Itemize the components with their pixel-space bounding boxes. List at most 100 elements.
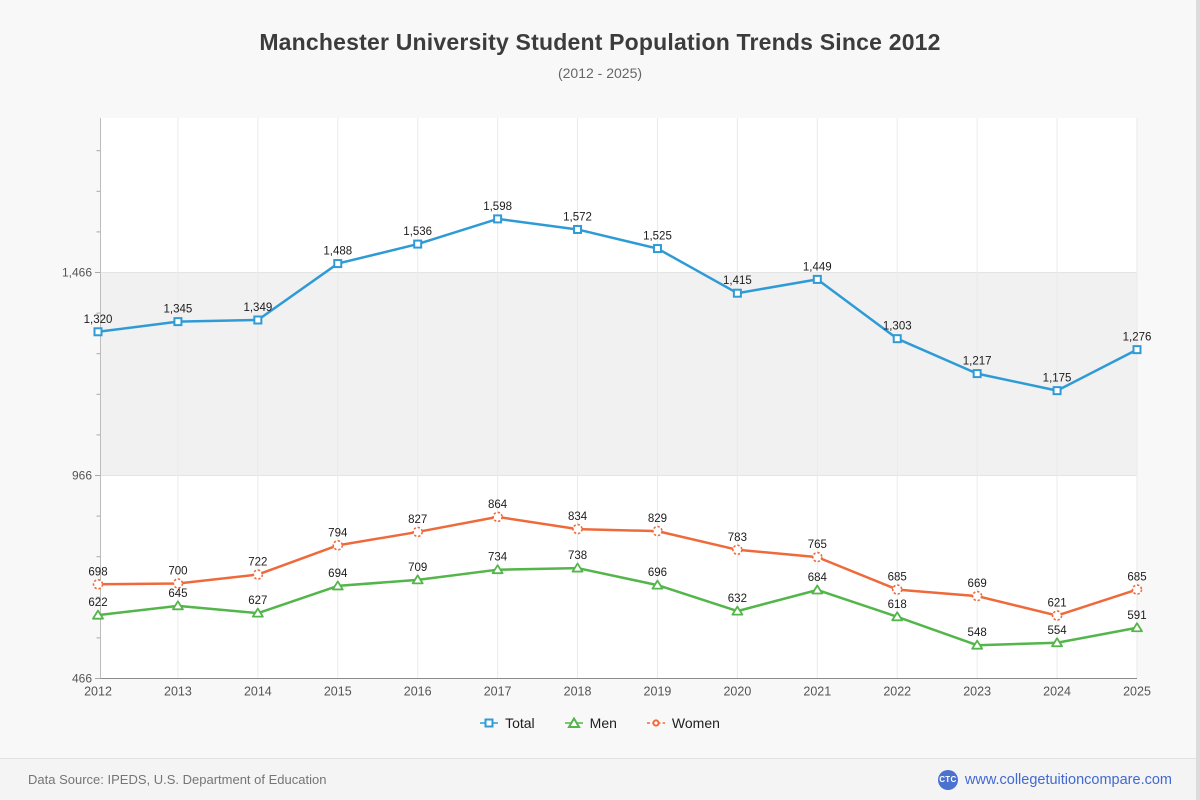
point-men-2019[interactable] [651, 579, 664, 590]
point-men-2022[interactable] [891, 611, 904, 622]
point-men-2020[interactable] [731, 605, 744, 616]
point-total-2020[interactable] [732, 288, 742, 298]
data-label: 632 [728, 593, 747, 605]
data-label: 1,345 [164, 304, 193, 316]
legend-item-men[interactable]: Men [564, 715, 617, 731]
population-trends-line-chart: 466 966 1,466 2012 2013 2014 2015 2016 2017 2018 2… [62, 118, 1152, 699]
point-women-2021[interactable] [812, 551, 823, 563]
point-total-2017[interactable] [493, 214, 503, 224]
point-total-2013[interactable] [173, 317, 183, 327]
x-tick-label: 2023 [963, 685, 991, 699]
data-label: 698 [88, 566, 107, 578]
x-tick-label: 2014 [244, 685, 272, 699]
y-tick-label: 466 [72, 672, 92, 686]
x-tick-label: 2024 [1043, 685, 1071, 699]
data-label: 1,598 [483, 201, 512, 213]
point-women-2023[interactable] [971, 590, 983, 602]
point-women-2016[interactable] [412, 526, 423, 538]
data-label: 694 [328, 568, 348, 580]
point-total-2014[interactable] [253, 315, 263, 325]
point-men-2018[interactable] [571, 562, 584, 573]
data-label: 1,217 [963, 356, 992, 368]
data-source-text: Data Source: IPEDS, U.S. Department of E… [28, 772, 327, 787]
point-women-2013[interactable] [172, 578, 184, 589]
legend-label: Total [505, 715, 535, 731]
x-tick-label: 2012 [84, 685, 112, 699]
legend-item-total[interactable]: Total [480, 715, 535, 731]
point-men-2012[interactable] [92, 609, 104, 620]
data-label: 734 [488, 552, 508, 564]
footer: Data Source: IPEDS, U.S. Department of E… [0, 758, 1200, 800]
point-women-2022[interactable] [891, 584, 903, 595]
point-men-2015[interactable] [331, 580, 344, 591]
data-label: 783 [728, 532, 747, 544]
point-total-2016[interactable] [413, 239, 423, 249]
scrollbar[interactable] [1196, 0, 1200, 800]
point-total-2025[interactable] [1132, 345, 1142, 355]
point-men-2016[interactable] [411, 574, 424, 585]
data-label: 1,276 [1123, 332, 1152, 344]
x-tick-label: 2018 [564, 685, 592, 699]
website-link[interactable]: www.collegetuitioncompare.com [964, 771, 1172, 788]
point-total-2018[interactable] [573, 224, 583, 234]
point-women-2024[interactable] [1051, 610, 1063, 621]
point-men-2013[interactable] [172, 600, 184, 611]
data-label: 1,320 [84, 314, 113, 326]
chart-title: Manchester University Student Population… [259, 29, 941, 55]
point-women-2018[interactable] [572, 523, 583, 535]
point-men-2014[interactable] [251, 607, 264, 618]
data-label: 618 [888, 599, 907, 611]
point-women-2017[interactable] [492, 511, 503, 523]
point-total-2019[interactable] [652, 244, 662, 254]
series-line-women [96, 515, 1139, 617]
data-label: 554 [1047, 625, 1067, 637]
point-total-2012[interactable] [93, 327, 103, 337]
point-total-2022[interactable] [892, 334, 902, 344]
data-label: 700 [168, 565, 187, 577]
data-label: 834 [568, 511, 588, 523]
point-men-2017[interactable] [491, 564, 504, 575]
data-label: 1,536 [403, 226, 432, 238]
data-label: 1,349 [243, 302, 272, 314]
x-tick-label: 2017 [484, 685, 512, 699]
data-label: 627 [248, 595, 267, 607]
square-marker-icon [480, 718, 499, 728]
point-women-2014[interactable] [252, 569, 264, 580]
legend-label: Men [589, 715, 617, 731]
data-label: 685 [888, 572, 907, 584]
data-label: 622 [88, 597, 107, 609]
shaded-band [100, 272, 1137, 476]
series-line-men [96, 566, 1139, 647]
data-label: 827 [408, 514, 427, 526]
point-women-2020[interactable] [732, 544, 743, 556]
data-label: 684 [808, 572, 828, 584]
data-label: 738 [568, 550, 587, 562]
point-total-2023[interactable] [972, 369, 982, 379]
brand-link[interactable]: CTC www.collegetuitioncompare.com [937, 769, 1172, 790]
data-label: 765 [808, 539, 827, 551]
data-label: 1,525 [643, 231, 672, 243]
point-women-2019[interactable] [652, 525, 663, 537]
point-women-2012[interactable] [92, 579, 104, 590]
data-label: 794 [328, 527, 348, 539]
data-label: 709 [408, 562, 427, 574]
point-total-2024[interactable] [1052, 386, 1062, 396]
x-tick-label: 2020 [723, 685, 751, 699]
point-total-2021[interactable] [812, 274, 822, 284]
point-men-2021[interactable] [811, 584, 824, 595]
legend-item-women[interactable]: Women [646, 715, 720, 731]
data-label: 621 [1047, 598, 1066, 610]
point-men-2025[interactable] [1131, 622, 1143, 633]
point-women-2015[interactable] [332, 540, 344, 551]
chart-subtitle: (2012 - 2025) [557, 65, 643, 81]
legend: Total Men Women [0, 715, 1200, 731]
y-tick-label: 1,466 [62, 266, 92, 280]
point-men-2023[interactable] [971, 639, 984, 650]
point-total-2015[interactable] [333, 259, 343, 269]
data-label: 591 [1127, 610, 1146, 622]
point-women-2025[interactable] [1131, 584, 1143, 595]
legend-label: Women [671, 715, 720, 731]
y-tick-label: 966 [72, 469, 92, 483]
point-men-2024[interactable] [1051, 637, 1063, 648]
